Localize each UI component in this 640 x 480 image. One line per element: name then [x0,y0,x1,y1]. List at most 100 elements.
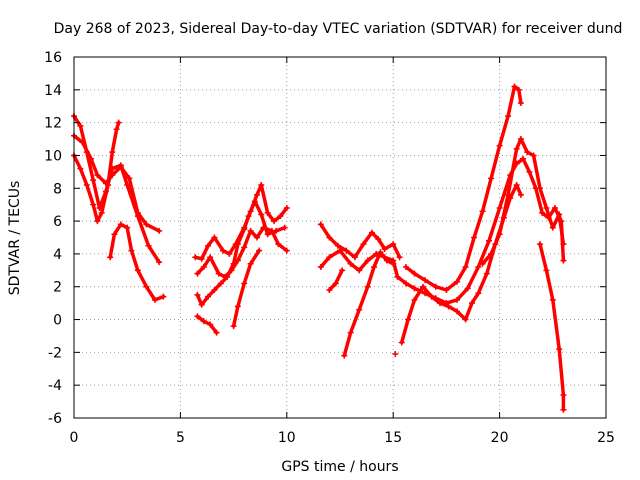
series-line [72,120,121,223]
y-tick-label: 16 [44,50,62,66]
data-point [475,264,482,271]
y-tick-label: -2 [48,345,62,361]
data-point [247,227,254,234]
x-tick-label: 0 [70,430,79,446]
x-tick-label: 20 [491,430,509,446]
data-point [445,303,452,310]
data-point [405,316,412,323]
data-point [411,296,418,303]
data-point [254,191,261,198]
data-point [317,264,324,271]
data-point [107,254,114,261]
data-point [394,273,401,280]
data-point [454,296,461,303]
data-point [241,226,248,233]
data-point [517,136,524,143]
data-point [496,231,503,238]
data-point [205,293,212,300]
data-point [513,145,520,152]
series-trace-o [402,83,524,294]
data-point [160,293,167,300]
data-point [462,316,469,323]
y-axis-label: SDTVAR / TECUs [7,181,23,296]
data-point [117,221,124,228]
data-point [254,234,261,241]
data-point [215,270,222,277]
data-point [360,241,367,248]
series-trace-c [71,119,122,225]
data-point [462,264,469,271]
data-point [560,257,567,264]
y-tick-label: 14 [44,83,62,99]
data-point [505,191,512,198]
data-point [375,236,382,243]
data-point [200,264,207,271]
data-point [205,242,212,249]
data-point [256,247,263,254]
data-point [454,278,461,285]
data-point [128,247,135,254]
data-point [217,280,224,287]
data-point [245,213,252,220]
data-point [151,296,158,303]
data-point [454,308,461,315]
data-point [419,283,426,290]
data-point [156,227,163,234]
data-point [241,244,248,251]
data-point [488,250,495,257]
data-point [468,300,475,307]
data-point [326,287,333,294]
data-point [194,291,201,298]
series-line [399,183,523,345]
data-point [283,204,290,211]
data-point [496,204,503,211]
data-point [326,254,333,261]
data-point [113,126,120,133]
data-point [258,211,265,218]
series-line [342,250,395,358]
data-point [79,139,86,146]
data-point [143,221,150,228]
data-point [343,247,350,254]
data-point [371,264,378,271]
data-point [230,323,237,330]
data-point [134,267,141,274]
data-point [145,242,152,249]
series-trace-m [341,249,397,359]
data-point [271,218,278,225]
series-trace-r [392,351,399,358]
data-point [347,329,354,336]
data-point [496,142,503,149]
series-line [319,156,566,305]
series-trace-k [317,155,567,307]
data-point [198,301,205,308]
data-point [368,229,375,236]
data-point [124,224,131,231]
data-point [207,254,214,261]
data-point [156,259,163,266]
data-point [90,177,97,184]
data-point [194,270,201,277]
data-point [479,208,486,215]
data-point [219,247,226,254]
data-point [117,163,124,170]
data-point [364,257,371,264]
data-point [392,351,399,358]
data-point [530,152,537,159]
series-trace-i [230,247,263,330]
data-point [543,267,550,274]
data-point [281,224,288,231]
series-trace-d [107,221,167,303]
data-point [251,198,258,205]
data-point [258,181,265,188]
series-trace-q [537,241,567,413]
data-point [464,285,471,292]
data-point [334,242,341,249]
series-trace-l [326,267,346,294]
plot-frame [73,56,607,419]
data-point [332,280,339,287]
data-point [383,257,390,264]
data-point [77,122,84,129]
data-point [390,260,397,267]
data-point [283,247,290,254]
